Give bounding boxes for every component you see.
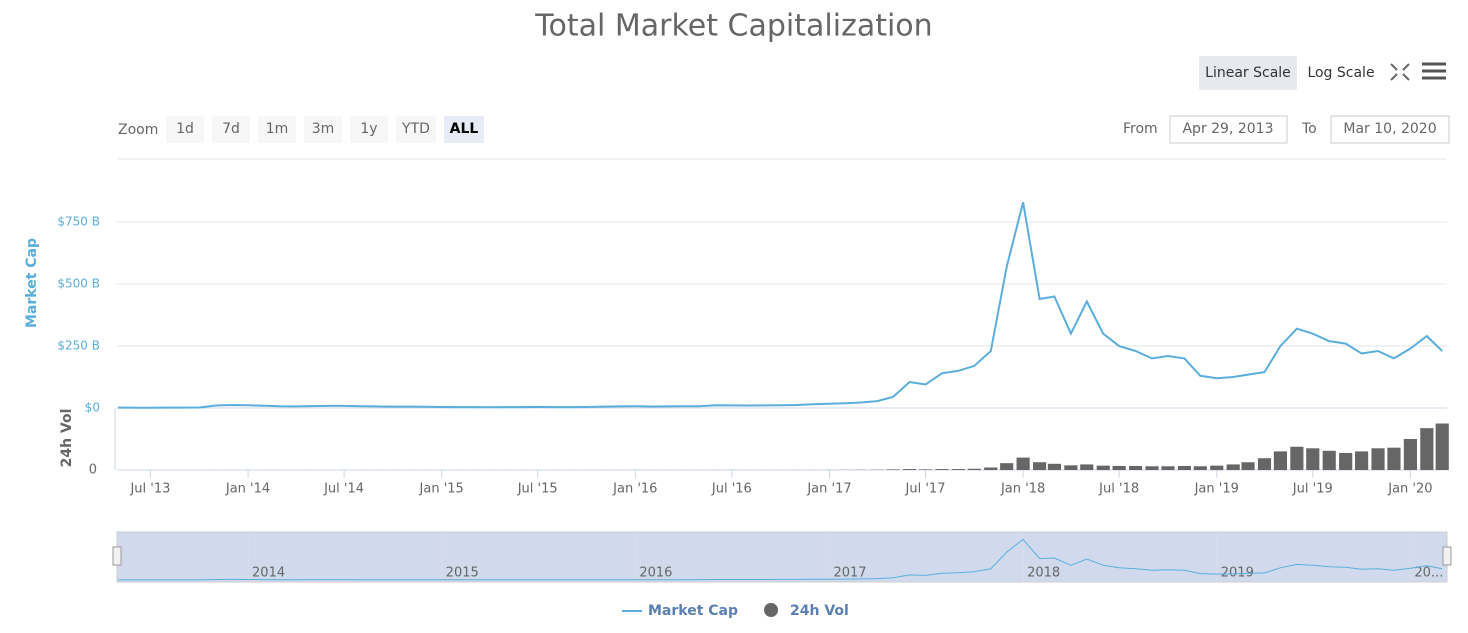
y-tick-label: $0 bbox=[85, 401, 100, 415]
volume-bar bbox=[935, 469, 948, 470]
volume-bar bbox=[1420, 428, 1433, 470]
navigator-label: 2015 bbox=[446, 566, 479, 581]
zoom-option[interactable]: YTD bbox=[401, 121, 430, 137]
x-tick-label: Jul '19 bbox=[1292, 482, 1333, 497]
menu-icon[interactable] bbox=[1422, 64, 1446, 78]
market-cap-line bbox=[118, 202, 1442, 407]
y-tick-label: $500 B bbox=[57, 277, 100, 291]
volume-bar bbox=[1048, 464, 1061, 470]
linear-label[interactable]: Linear Scale bbox=[1205, 65, 1291, 81]
volume-bar bbox=[887, 469, 900, 470]
chart-title: Total Market Capitalization bbox=[534, 9, 932, 44]
volume-bar bbox=[1371, 448, 1384, 470]
log-label[interactable]: Log Scale bbox=[1307, 65, 1374, 81]
volume-bar bbox=[1355, 451, 1368, 470]
y-axis-title: Market Cap bbox=[24, 238, 40, 328]
navigator-label: 2014 bbox=[252, 566, 285, 581]
volume-bar bbox=[1064, 465, 1077, 470]
volume-bar bbox=[1387, 448, 1400, 470]
zoom-option[interactable]: 1d bbox=[176, 121, 194, 137]
x-tick-label: Jul '14 bbox=[323, 482, 364, 497]
x-tick-label: Jan '15 bbox=[419, 482, 464, 497]
volume-bar bbox=[1227, 464, 1240, 470]
navigator-handle[interactable] bbox=[1443, 547, 1451, 565]
volume-bar bbox=[1274, 451, 1287, 470]
x-tick-label: Jan '14 bbox=[225, 482, 270, 497]
legend-label[interactable]: Market Cap bbox=[648, 603, 738, 619]
x-tick-label: Jan '18 bbox=[1000, 482, 1045, 497]
x-tick-label: Jul '15 bbox=[517, 482, 558, 497]
x-tick-label: Jul '17 bbox=[905, 482, 946, 497]
volume-bar bbox=[1145, 466, 1158, 470]
zoom-option[interactable]: ALL bbox=[450, 121, 479, 137]
volume-bar bbox=[1000, 463, 1013, 470]
volume-bar bbox=[1241, 462, 1254, 470]
navigator-label: 2016 bbox=[639, 566, 672, 581]
volume-bar bbox=[1017, 458, 1030, 470]
volume-bar bbox=[1033, 462, 1046, 470]
to-label: To bbox=[1301, 121, 1317, 137]
volume-bar bbox=[1258, 458, 1271, 470]
volume-bar bbox=[1113, 466, 1126, 470]
x-tick-label: Jan '16 bbox=[612, 482, 657, 497]
volume-bar bbox=[1339, 453, 1352, 470]
zoom-option[interactable]: 1y bbox=[360, 121, 377, 137]
x-tick-label: Jan '20 bbox=[1387, 482, 1432, 497]
volume-bar bbox=[1404, 439, 1417, 470]
volume-bar bbox=[1129, 466, 1142, 470]
x-tick-label: Jan '19 bbox=[1194, 482, 1239, 497]
y2-axis-title: 24h Vol bbox=[59, 409, 75, 468]
volume-bar bbox=[903, 469, 916, 470]
zoom-label: Zoom bbox=[118, 122, 158, 138]
zoom-option[interactable]: 3m bbox=[312, 121, 335, 137]
volume-bar bbox=[1436, 424, 1449, 471]
volume-bar bbox=[1210, 466, 1223, 470]
volume-bar bbox=[1080, 464, 1093, 470]
volume-bar bbox=[984, 468, 997, 470]
volume-bar bbox=[1306, 448, 1319, 470]
volume-bar bbox=[1290, 447, 1303, 470]
zoom-option[interactable]: 7d bbox=[222, 121, 240, 137]
from-value[interactable]: Apr 29, 2013 bbox=[1182, 121, 1273, 137]
navigator-handle[interactable] bbox=[113, 547, 121, 565]
volume-bar bbox=[919, 469, 932, 470]
y-tick-label: $250 B bbox=[57, 339, 100, 353]
volume-bar bbox=[952, 469, 965, 470]
x-tick-label: Jul '13 bbox=[129, 482, 170, 497]
navigator-label: 2017 bbox=[833, 566, 866, 581]
volume-bar bbox=[1161, 466, 1174, 470]
navigator-label: 2018 bbox=[1027, 566, 1060, 581]
x-tick-label: Jan '17 bbox=[806, 482, 851, 497]
y-tick-label: $750 B bbox=[57, 215, 100, 229]
fullscreen-icon[interactable] bbox=[1391, 64, 1409, 80]
x-tick-label: Jul '18 bbox=[1098, 482, 1139, 497]
x-tick-label: Jul '16 bbox=[711, 482, 752, 497]
from-label: From bbox=[1123, 121, 1158, 137]
y2-tick-label: 0 bbox=[89, 463, 97, 478]
legend-label[interactable]: 24h Vol bbox=[790, 603, 849, 619]
volume-bar bbox=[968, 469, 981, 470]
zoom-option[interactable]: 1m bbox=[266, 121, 289, 137]
legend-symbol[interactable] bbox=[764, 603, 778, 617]
volume-bar bbox=[1178, 466, 1191, 470]
to-value[interactable]: Mar 10, 2020 bbox=[1343, 121, 1436, 137]
volume-bar bbox=[1323, 451, 1336, 470]
volume-bar bbox=[1194, 466, 1207, 470]
volume-bar bbox=[1097, 466, 1110, 470]
